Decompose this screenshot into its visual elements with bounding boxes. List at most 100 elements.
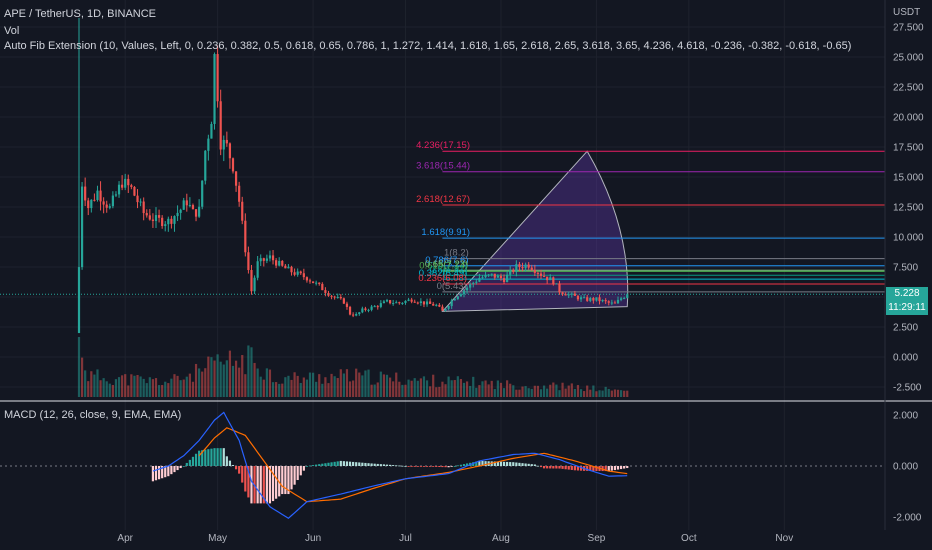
candle-body [136,195,139,203]
volume-bar [164,381,167,397]
macd-histogram-bar [558,466,561,469]
volume-bar [234,360,238,397]
volume-bar [623,390,626,397]
macd-histogram-bar [364,462,367,466]
candle-body [567,294,570,296]
volume-bar [579,389,583,397]
time-axis[interactable]: Apr May Jun Jul Aug Sep Oct Nov [117,533,793,544]
volume-bar [284,377,287,397]
macd-histogram-bar [441,466,444,468]
candle-body [552,277,555,285]
volume-bar [546,388,549,397]
macd-axis[interactable]: 2.000 0.000 -2.000 [893,411,922,524]
volume-bar [90,371,93,397]
volume-bar [204,368,207,397]
price-tick-label: 22.500 [893,83,924,94]
macd-histogram-bar [336,461,339,466]
macd-histogram-bar [179,466,182,469]
volume-bar [527,388,530,397]
candle-body [607,301,610,303]
fib-level-label: 0.618(7.14) [419,260,468,271]
candle-body [219,101,222,150]
macd-histogram-bar [579,466,583,471]
volume-bar [145,383,148,397]
macd-histogram-bar [462,464,466,466]
macd-histogram-bar [370,463,373,466]
volume-bar [524,386,527,397]
price-tick-label: 12.500 [893,203,924,214]
candle-body [247,252,250,271]
volume-bar [268,369,272,397]
candle-body [207,138,210,151]
volume-bar [379,371,382,397]
volume-bar [194,363,198,397]
macd-histogram-bar [348,461,352,466]
macd-legend[interactable]: MACD (12, 26, close, 9, EMA, EMA) [4,409,182,421]
candle-body [151,219,155,221]
volume-bar [124,374,127,397]
volume-bar [536,385,540,397]
volume-bar [370,384,373,397]
volume-legend[interactable]: Vol [4,25,20,37]
volume-bar [216,354,219,397]
chart-title[interactable]: APE / TetherUS, 1D, BINANCE [4,8,157,20]
volume-bar [506,380,509,397]
candle-body [308,280,312,282]
volume-bar [567,385,570,397]
volume-bar [87,381,90,397]
candle-body [539,273,543,276]
candle-body [573,293,576,296]
candle-body [487,274,490,276]
macd-histogram-bar [521,463,524,466]
macd-histogram-bar [201,450,204,466]
macd-histogram-bar [623,466,626,469]
macd-histogram-bar [592,466,595,471]
macd-histogram-bar [549,466,552,469]
candle-body [311,281,315,284]
macd-histogram-bar [342,461,345,466]
candle-body [422,301,426,305]
macd-histogram-bar [413,466,416,467]
candle-body [583,297,586,299]
macd-histogram-bar [305,466,309,467]
candle-body [290,266,293,273]
candle-body [465,287,469,291]
macd-histogram-bar [404,466,407,467]
volume-bar [296,375,299,397]
macd-histogram-bar [509,462,512,466]
candle-body [293,272,296,275]
candle-body [330,295,333,297]
fib-legend[interactable]: Auto Fib Extension (10, Values, Left, 0,… [4,40,852,52]
volume-bar [250,347,253,397]
volume-bar [441,381,444,397]
candle-body [327,292,330,296]
price-tick-label: 7.500 [893,263,918,274]
candle-body [278,260,281,266]
volume-bar [589,389,592,397]
candle-body [570,293,573,295]
candle-body [265,258,268,261]
macd-pane [0,411,885,520]
macd-histogram-bar [475,461,478,466]
macd-histogram-bar [213,448,216,466]
grid-lines [0,0,885,530]
macd-histogram-bar [290,466,293,490]
candle-body [127,178,130,186]
candle-body [228,143,232,159]
macd-histogram-bar [561,466,564,469]
volume-bar [570,383,573,397]
macd-histogram-bar [284,466,287,495]
macd-histogram-bar [250,466,253,504]
macd-histogram-bar [524,463,527,466]
macd-histogram-bar [481,461,484,466]
price-tick-label: 20.000 [893,113,924,124]
candle-body [176,212,179,217]
volume-bar [77,337,81,397]
fib-level-label: 0.382(6.49) [419,268,468,279]
macd-histogram-bar [398,465,401,467]
candle-body [579,297,583,300]
volume-bar [533,385,536,397]
volume-bar [179,380,182,397]
volume-bar [453,380,456,397]
